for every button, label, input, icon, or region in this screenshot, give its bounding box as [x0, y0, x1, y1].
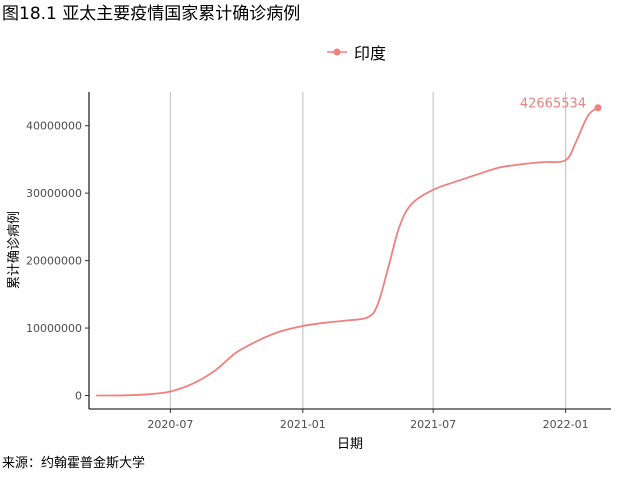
y-axis-title: 累计确诊病例 — [7, 211, 22, 289]
y-tick-label: 10000000 — [26, 322, 82, 335]
x-tick-label: 2021-01 — [280, 418, 326, 431]
legend: 印度 — [326, 40, 386, 64]
x-tick-label: 2021-07 — [410, 418, 456, 431]
series-end-point — [594, 104, 602, 112]
y-tick-label: 20000000 — [26, 255, 82, 268]
x-tick-label: 2020-07 — [147, 418, 193, 431]
y-tick-label: 30000000 — [26, 187, 82, 200]
series-line-0 — [96, 106, 599, 397]
y-tick-label: 0 — [75, 390, 82, 403]
chart-title: 图18.1 亚太主要疫情国家累计确诊病例 — [2, 4, 301, 24]
source-note: 来源：约翰霍普金斯大学 — [2, 456, 146, 471]
y-tick-label: 40000000 — [26, 120, 82, 133]
legend-label-india: 印度 — [354, 44, 387, 63]
series-lines: 42665534 — [96, 97, 602, 397]
legend-swatch-india — [327, 48, 347, 56]
x-tick-label: 2022-01 — [543, 418, 589, 431]
data-label: 42665534 — [520, 97, 586, 112]
axes — [88, 92, 611, 410]
x-axis-title: 日期 — [337, 437, 363, 452]
ticks: 2020-07 2021-01 2021-07 2022-01 0 10000000 200… — [26, 120, 589, 431]
grid-lines — [169, 92, 567, 409]
